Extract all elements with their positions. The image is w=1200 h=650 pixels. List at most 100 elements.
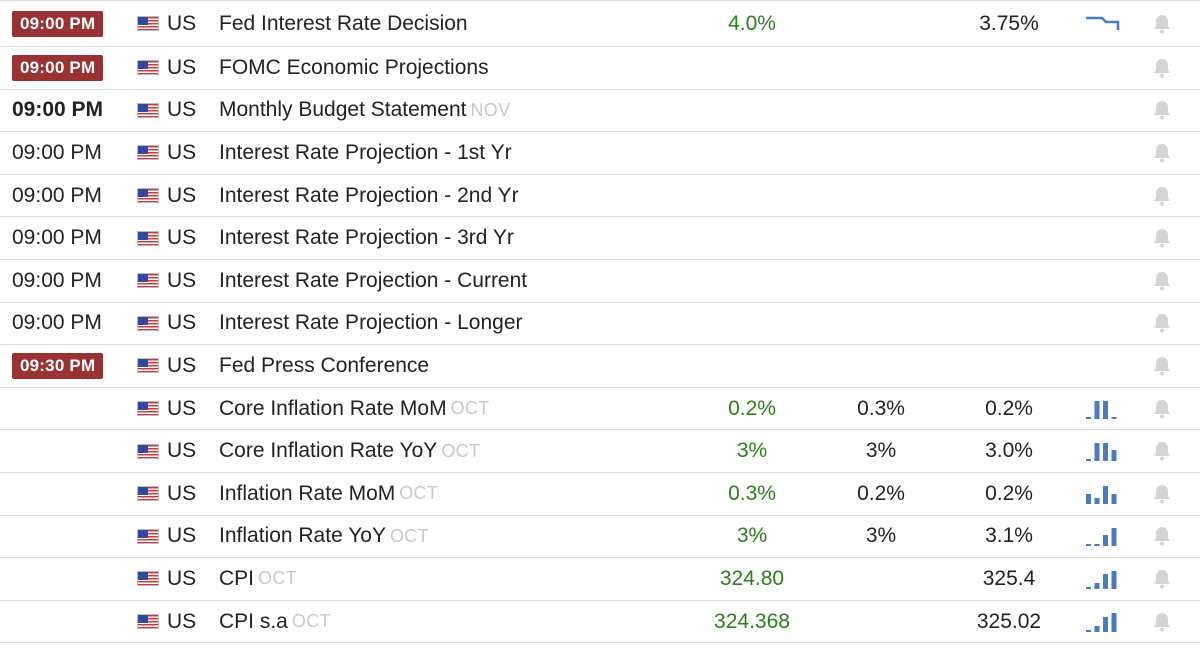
- mini-chart[interactable]: [1082, 90, 1126, 132]
- event-name[interactable]: Fed Press Conference: [219, 345, 689, 387]
- calendar-row[interactable]: 09:00 PM US Monthly Budget Statement NOV: [0, 90, 1200, 133]
- event-title[interactable]: FOMC Economic Projections: [219, 55, 489, 79]
- alert-bell-button[interactable]: [1150, 217, 1174, 259]
- event-title[interactable]: Core Inflation Rate MoM: [219, 396, 447, 420]
- event-title[interactable]: Monthly Budget Statement: [219, 98, 467, 122]
- calendar-row[interactable]: 09:00 PM US Fed Interest Rate Decision 4.0%…: [0, 0, 1200, 47]
- event-name[interactable]: Core Inflation Rate MoM OCT: [219, 388, 689, 430]
- alert-bell-button[interactable]: [1150, 345, 1174, 387]
- calendar-row[interactable]: US CPI OCT 324.80 325.4: [0, 558, 1200, 601]
- event-title[interactable]: Inflation Rate YoY: [219, 524, 386, 548]
- calendar-row[interactable]: 09:00 PM US FOMC Economic Projections: [0, 47, 1200, 90]
- event-name[interactable]: Interest Rate Projection - 3rd Yr: [219, 217, 689, 259]
- event-title[interactable]: Fed Interest Rate Decision: [219, 11, 468, 35]
- event-time-label: 09:00 PM: [12, 54, 104, 81]
- event-name[interactable]: Interest Rate Projection - Longer: [219, 303, 689, 345]
- event-name[interactable]: Monthly Budget Statement NOV: [219, 90, 689, 132]
- bar-sparkline-icon: [1086, 400, 1117, 419]
- event-title[interactable]: CPI: [219, 566, 255, 590]
- event-time-label: 09:00 PM: [12, 226, 102, 250]
- mini-chart[interactable]: [1082, 1, 1126, 46]
- actual-value: [690, 90, 814, 132]
- mini-chart[interactable]: [1082, 303, 1126, 345]
- event-name[interactable]: CPI s.a OCT: [219, 601, 689, 643]
- calendar-row[interactable]: US Inflation Rate MoM OCT 0.3% 0.2% 0.2%: [0, 473, 1200, 516]
- mini-chart[interactable]: [1082, 601, 1126, 643]
- alert-bell-button[interactable]: [1150, 175, 1174, 217]
- calendar-row[interactable]: US Core Inflation Rate YoY OCT 3% 3% 3.0%: [0, 430, 1200, 473]
- consensus-value: [820, 175, 942, 217]
- us-flag-icon: [137, 188, 159, 204]
- event-country: US: [137, 217, 207, 259]
- sparkline-bar: [1111, 416, 1117, 419]
- mini-chart[interactable]: [1082, 430, 1126, 472]
- mini-chart[interactable]: [1082, 47, 1126, 89]
- alert-bell-button[interactable]: [1150, 430, 1174, 472]
- mini-chart[interactable]: [1082, 558, 1126, 600]
- consensus-value: 0.2%: [857, 481, 905, 505]
- event-time-label: 09:30 PM: [12, 352, 104, 379]
- mini-chart[interactable]: [1082, 175, 1126, 217]
- event-title[interactable]: Fed Press Conference: [219, 353, 430, 377]
- alert-bell-button[interactable]: [1150, 47, 1174, 89]
- event-name[interactable]: Interest Rate Projection - 2nd Yr: [219, 175, 689, 217]
- event-name[interactable]: Inflation Rate YoY OCT: [219, 516, 689, 558]
- event-name[interactable]: Core Inflation Rate YoY OCT: [219, 430, 689, 472]
- calendar-row[interactable]: 09:00 PM US Interest Rate Projection - 3rd…: [0, 217, 1200, 260]
- event-name[interactable]: Interest Rate Projection - 1st Yr: [219, 132, 689, 174]
- event-name[interactable]: CPI OCT: [219, 558, 689, 600]
- calendar-row[interactable]: 09:00 PM US Interest Rate Projection - 1st…: [0, 132, 1200, 175]
- consensus-value: [820, 601, 942, 643]
- alert-bell-button[interactable]: [1150, 473, 1174, 515]
- mini-chart[interactable]: [1082, 217, 1126, 259]
- bar-sparkline-icon: [1086, 443, 1117, 462]
- consensus-value: [820, 558, 942, 600]
- country-code: US: [167, 524, 197, 548]
- event-title[interactable]: Interest Rate Projection - 1st Yr: [219, 140, 512, 164]
- calendar-row[interactable]: 09:30 PM US Fed Press Conference: [0, 345, 1200, 388]
- alert-bell-button[interactable]: [1150, 1, 1174, 46]
- calendar-row[interactable]: 09:00 PM US Interest Rate Projection - Cur…: [0, 260, 1200, 303]
- mini-chart[interactable]: [1082, 345, 1126, 387]
- mini-chart[interactable]: [1082, 473, 1126, 515]
- calendar-row[interactable]: 09:00 PM US Interest Rate Projection - 2nd…: [0, 175, 1200, 218]
- event-name[interactable]: Inflation Rate MoM OCT: [219, 473, 689, 515]
- event-title[interactable]: Interest Rate Projection - 3rd Yr: [219, 226, 514, 250]
- event-time: [12, 388, 124, 430]
- mini-chart[interactable]: [1082, 260, 1126, 302]
- event-time: [12, 601, 124, 643]
- event-name[interactable]: Interest Rate Projection - Current: [219, 260, 689, 302]
- event-name[interactable]: FOMC Economic Projections: [219, 47, 689, 89]
- country-code: US: [167, 226, 197, 250]
- calendar-row[interactable]: US CPI s.a OCT 324.368 325.02: [0, 601, 1200, 644]
- event-title[interactable]: Inflation Rate MoM: [219, 481, 396, 505]
- calendar-row[interactable]: US Core Inflation Rate MoM OCT 0.2% 0.3% 0.2%: [0, 388, 1200, 431]
- us-flag-icon: [137, 273, 159, 289]
- event-title[interactable]: Interest Rate Projection - 2nd Yr: [219, 183, 519, 207]
- alert-bell-button[interactable]: [1150, 260, 1174, 302]
- alert-bell-button[interactable]: [1150, 558, 1174, 600]
- bar-sparkline-icon: [1086, 570, 1117, 589]
- actual-value: [690, 260, 814, 302]
- event-title[interactable]: Interest Rate Projection - Longer: [219, 311, 523, 335]
- actual-value: 324.80: [719, 566, 785, 590]
- actual-value: [690, 217, 814, 259]
- mini-chart[interactable]: [1082, 388, 1126, 430]
- event-title[interactable]: CPI s.a: [219, 609, 288, 633]
- event-country: US: [137, 175, 207, 217]
- alert-bell-button[interactable]: [1150, 516, 1174, 558]
- forecast-value: [948, 132, 1070, 174]
- event-name[interactable]: Fed Interest Rate Decision: [219, 1, 689, 46]
- event-title[interactable]: Core Inflation Rate YoY: [219, 439, 438, 463]
- event-title[interactable]: Interest Rate Projection - Current: [219, 268, 528, 292]
- alert-bell-button[interactable]: [1150, 132, 1174, 174]
- mini-chart[interactable]: [1082, 516, 1126, 558]
- alert-bell-button[interactable]: [1150, 388, 1174, 430]
- mini-chart[interactable]: [1082, 132, 1126, 174]
- alert-bell-button[interactable]: [1150, 90, 1174, 132]
- calendar-row[interactable]: 09:00 PM US Interest Rate Projection - Lon…: [0, 303, 1200, 346]
- actual-value: 3%: [736, 524, 768, 548]
- alert-bell-button[interactable]: [1150, 601, 1174, 643]
- alert-bell-button[interactable]: [1150, 303, 1174, 345]
- calendar-row[interactable]: US Inflation Rate YoY OCT 3% 3% 3.1%: [0, 516, 1200, 559]
